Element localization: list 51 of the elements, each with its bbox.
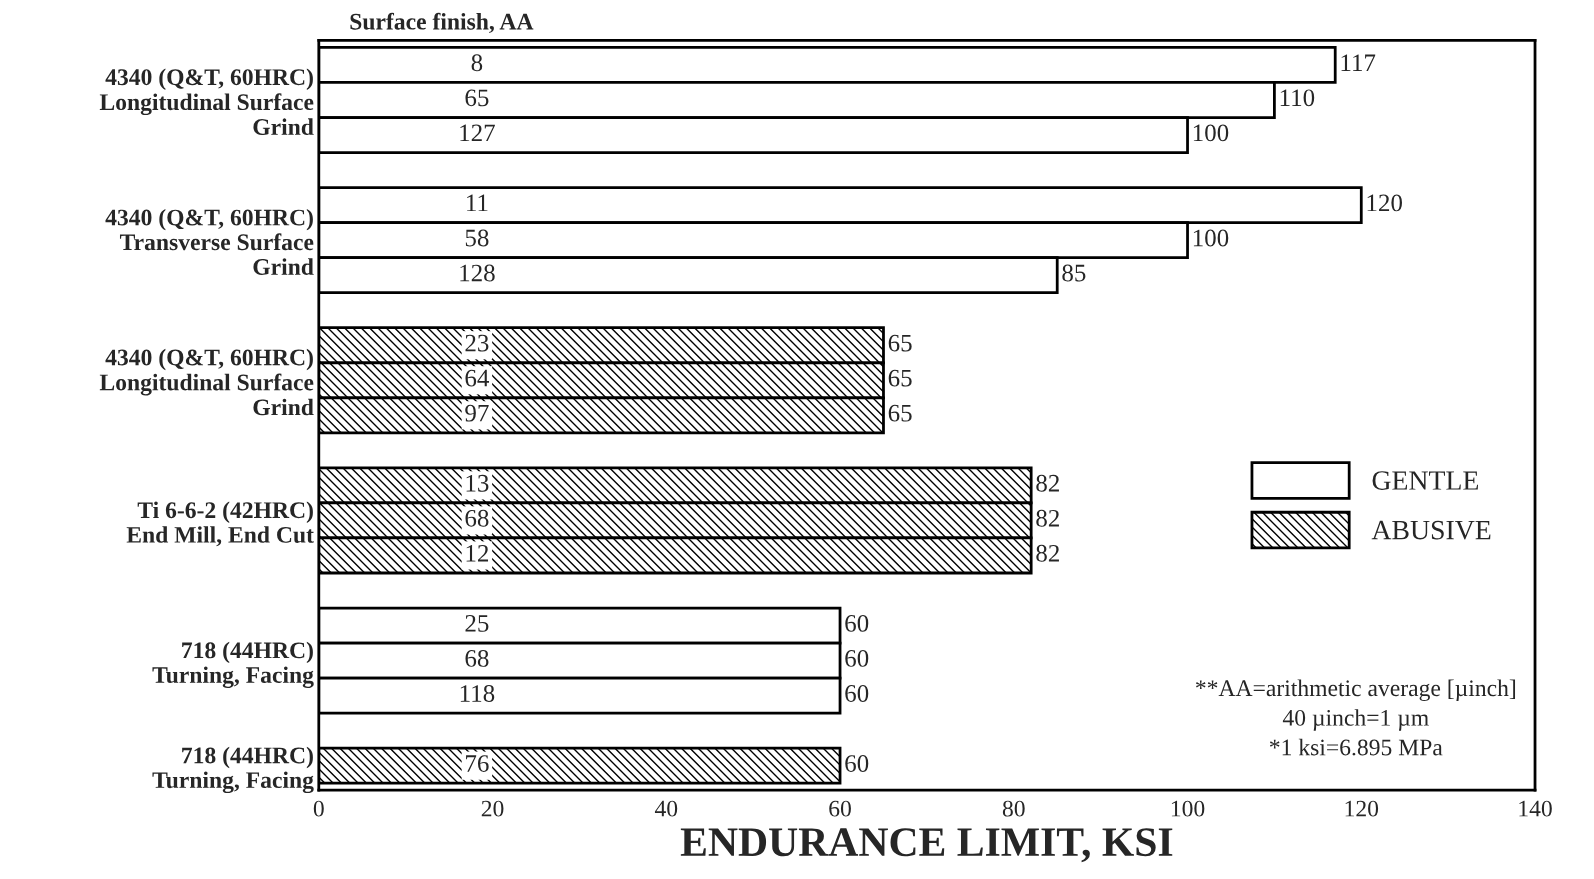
annotation: 65 <box>465 89 489 107</box>
y-tick-label: 4340 (Q&T, 60HRC) Transverse Surface Grind <box>105 208 314 275</box>
data-label: 60 <box>845 685 869 702</box>
x-tick-label: 100 <box>1171 800 1205 817</box>
x-tick-label: 80 <box>1002 800 1025 817</box>
annotation: 97 <box>465 404 489 422</box>
annotation: 128 <box>460 264 495 282</box>
data-label: 60 <box>845 755 869 772</box>
annotation: 68 <box>465 649 489 667</box>
annotation: 76 <box>466 755 489 772</box>
data-label: 82 <box>1036 509 1059 527</box>
y-tick-label: 718 (44HRC) Turning, Facing <box>152 746 314 794</box>
data-label: 117 <box>1341 54 1376 71</box>
x-tick-label: 60 <box>829 800 851 817</box>
x-axis-title: ENDURANCE LIMIT, KSI <box>680 828 1173 863</box>
annotation: 23 <box>465 334 489 352</box>
y-tick-label: 4340 (Q&T, 60HRC) Longitudinal Surface Grind <box>99 348 314 416</box>
x-tick-label: 40 <box>654 800 678 817</box>
data-label: 100 <box>1193 124 1229 142</box>
data-label: 85 <box>1062 264 1086 282</box>
x-tick-label: 20 <box>481 800 504 817</box>
legend-label: GENTLE <box>1372 471 1479 490</box>
annotation: 58 <box>465 229 489 247</box>
annotation: **AA=arithmetic average [µinch] 40 µinch=1 µm *1 ksi=6.895 MPa <box>1196 679 1516 756</box>
data-label: 65 <box>888 369 912 387</box>
annotation: 127 <box>460 124 495 142</box>
x-tick-label: 120 <box>1345 800 1379 817</box>
data-label: 65 <box>888 404 912 422</box>
annotation: 11 <box>467 194 488 212</box>
x-tick-label: 140 <box>1519 800 1552 817</box>
data-label: 60 <box>845 649 869 667</box>
data-label: 120 <box>1367 194 1402 212</box>
annotation: 8 <box>471 54 483 72</box>
x-tick-label: 0 <box>313 800 324 817</box>
data-label: 82 <box>1036 474 1059 492</box>
data-label: 100 <box>1193 229 1229 247</box>
legend-label: ABUSIVE <box>1371 520 1491 540</box>
annotation: 13 <box>466 474 489 492</box>
y-tick-label: Ti 6-6-2 (42HRC) End Mill, End Cut <box>126 501 314 547</box>
data-label: 82 <box>1036 544 1059 562</box>
annotation: 68 <box>465 509 489 527</box>
chart-subtitle: Surface finish, AA <box>350 12 534 34</box>
data-label: 65 <box>888 334 912 352</box>
annotation: 12 <box>466 544 489 562</box>
annotation: 25 <box>465 615 489 632</box>
annotation: 64 <box>465 369 490 387</box>
annotation: 118 <box>460 685 495 702</box>
y-tick-label: 4340 (Q&T, 60HRC) Longitudinal Surface Grind <box>99 68 314 135</box>
data-label: 60 <box>845 614 869 632</box>
y-tick-label: 718 (44HRC) Turning, Facing <box>152 641 314 688</box>
data-label: 110 <box>1280 89 1315 107</box>
